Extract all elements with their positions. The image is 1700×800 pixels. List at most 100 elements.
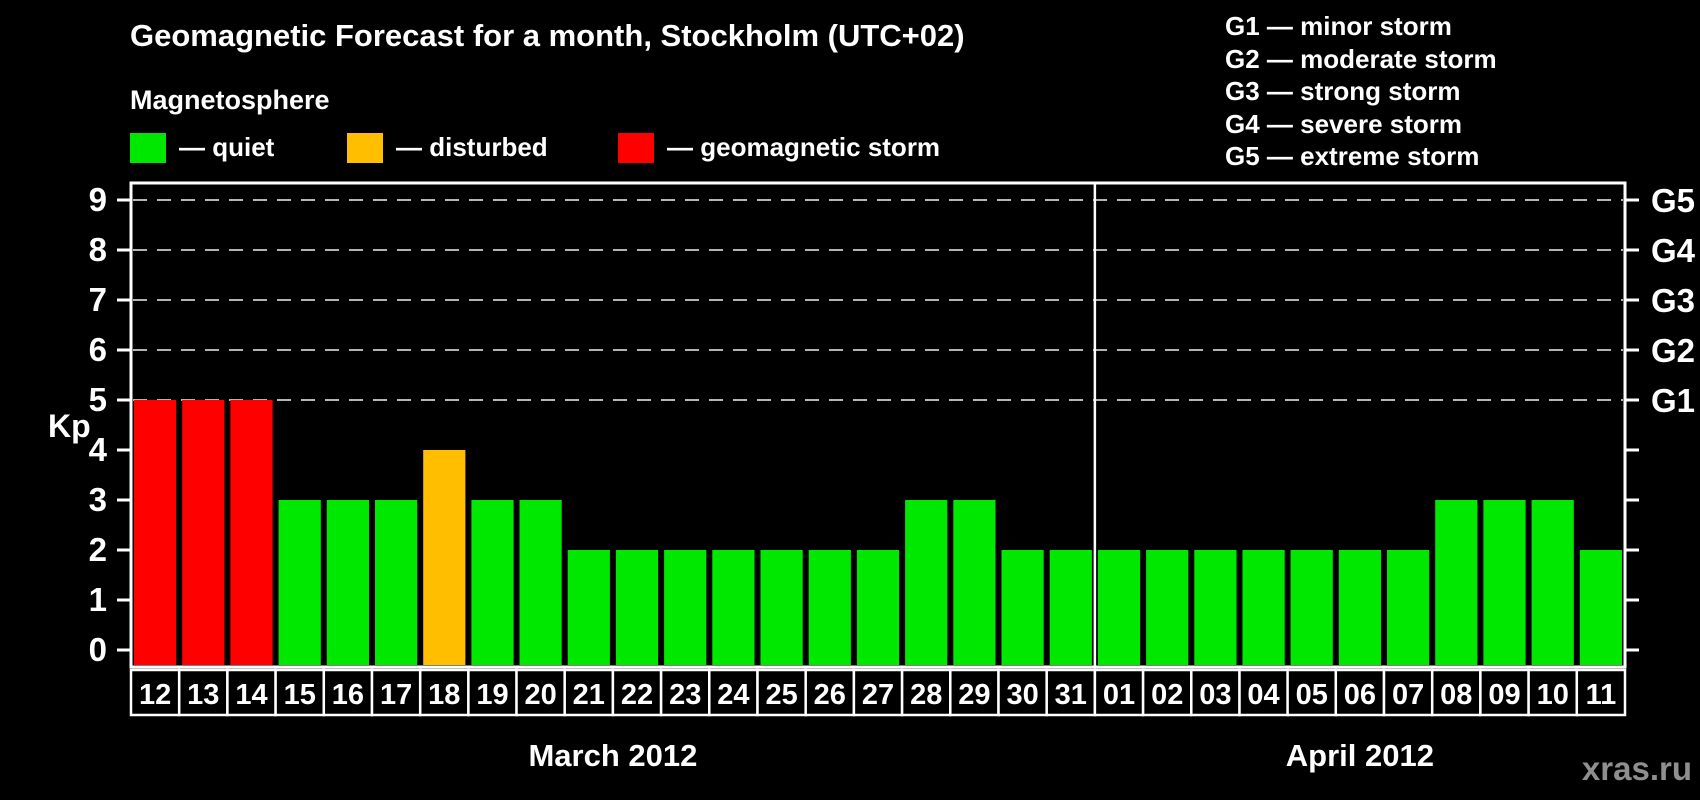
y-tick-label-0: 0 (89, 631, 107, 668)
day-cell-30 (997, 668, 1048, 717)
bar-day-20 (519, 500, 562, 665)
bar-day-31 (1049, 550, 1092, 665)
day-cell-19 (467, 668, 518, 717)
day-cell-14 (226, 668, 277, 717)
day-cell-12 (129, 668, 181, 717)
day-label-20: 20 (524, 679, 556, 711)
day-label-11: 11 (1586, 679, 1617, 711)
legend-label: — geomagnetic storm (667, 132, 941, 162)
day-cell-27 (852, 668, 904, 717)
day-cell-26 (804, 668, 856, 717)
day-label-29: 29 (958, 679, 990, 711)
day-label-27: 27 (862, 679, 894, 711)
day-label-24: 24 (717, 679, 749, 711)
bar-day-04 (1242, 550, 1285, 665)
g-scale-line-1: G1 — minor storm (1225, 11, 1452, 41)
day-cell-23 (659, 668, 711, 717)
day-label-10: 10 (1537, 679, 1569, 711)
bar-day-19 (471, 500, 514, 665)
month-label-2: April 2012 (1286, 738, 1434, 773)
bar-day-28 (905, 500, 948, 665)
bar-day-01 (1097, 550, 1141, 665)
day-label-28: 28 (910, 679, 942, 711)
day-label-14: 14 (235, 679, 267, 711)
day-label-30: 30 (1006, 679, 1038, 711)
bar-day-18 (423, 450, 466, 665)
day-label-08: 08 (1440, 679, 1472, 711)
legend-swatch-quiet (130, 132, 166, 163)
bar-day-03 (1194, 550, 1237, 665)
day-label-01: 01 (1103, 679, 1135, 711)
bar-day-09 (1483, 500, 1526, 665)
g-scale-line-3: G3 — strong storm (1225, 76, 1461, 106)
day-label-09: 09 (1488, 679, 1520, 711)
day-label-12: 12 (139, 679, 171, 711)
bar-day-23 (664, 550, 707, 665)
bar-day-24 (712, 550, 755, 665)
day-label-23: 23 (669, 679, 701, 711)
day-label-15: 15 (284, 679, 316, 711)
y-tick-label-3: 3 (89, 481, 107, 518)
bar-day-08 (1435, 500, 1478, 665)
g-scale-legend: G1 — minor storm G2 — moderate storm G3 — … (1225, 10, 1497, 173)
bar-day-25 (760, 550, 803, 665)
bar-day-29 (953, 500, 996, 665)
legend-item-storm: — geomagnetic storm (618, 132, 940, 163)
bar-day-11 (1579, 550, 1622, 665)
legend-item-quiet: — quiet (130, 132, 274, 163)
day-cell-20 (515, 668, 566, 717)
bar-day-07 (1387, 550, 1430, 665)
bar-day-12 (134, 400, 177, 665)
bar-day-17 (375, 500, 418, 665)
day-cell-15 (274, 668, 326, 717)
day-label-16: 16 (332, 679, 364, 711)
day-label-17: 17 (380, 679, 412, 711)
y-tick-label-2: 2 (89, 531, 107, 568)
status-legend: — quiet — disturbed — geomagnetic storm (130, 132, 1030, 164)
page-title: Geomagnetic Forecast for a month, Stockh… (130, 18, 965, 53)
chart-subtitle: Magnetosphere (130, 85, 330, 115)
g-axis-label-G5: G5 (1651, 182, 1695, 219)
day-label-13: 13 (187, 679, 219, 711)
g-axis-label-G1: G1 (1651, 382, 1695, 419)
bar-day-05 (1290, 550, 1333, 665)
day-label-05: 05 (1296, 679, 1328, 711)
y-tick-label-6: 6 (89, 331, 107, 368)
day-label-03: 03 (1199, 679, 1231, 711)
legend-label: — quiet (179, 132, 275, 162)
day-cell-16 (322, 668, 374, 717)
day-cell-13 (177, 668, 229, 717)
bar-day-02 (1146, 550, 1189, 665)
legend-label: — disturbed (396, 132, 548, 162)
legend-item-disturbed: — disturbed (347, 132, 548, 163)
day-cell-09 (1479, 668, 1530, 717)
day-label-06: 06 (1344, 679, 1376, 711)
day-cell-18 (418, 668, 470, 717)
month-label-1: March 2012 (528, 738, 697, 773)
day-label-18: 18 (428, 679, 460, 711)
bar-day-13 (182, 400, 225, 665)
bar-day-30 (1001, 550, 1044, 665)
day-label-02: 02 (1151, 679, 1183, 711)
day-cell-07 (1382, 668, 1434, 717)
day-cell-11 (1575, 668, 1627, 717)
day-label-04: 04 (1247, 679, 1279, 711)
bar-day-27 (856, 550, 900, 665)
day-cell-22 (611, 668, 663, 717)
day-cell-17 (370, 668, 422, 717)
g-scale-line-2: G2 — moderate storm (1225, 43, 1497, 74)
day-label-21: 21 (573, 679, 605, 711)
bar-day-14 (230, 400, 273, 665)
legend-swatch-storm (618, 132, 654, 163)
bar-day-21 (567, 550, 610, 665)
day-label-07: 07 (1392, 679, 1424, 711)
day-label-31: 31 (1055, 679, 1087, 711)
day-label-22: 22 (621, 679, 653, 711)
g-axis-label-G2: G2 (1651, 332, 1695, 369)
day-label-26: 26 (814, 679, 846, 711)
y-axis-title: Kp (48, 408, 91, 444)
day-label-25: 25 (765, 679, 797, 711)
g-scale-line-5: G5 — extreme storm (1225, 141, 1480, 171)
day-cell-01 (1093, 668, 1145, 717)
